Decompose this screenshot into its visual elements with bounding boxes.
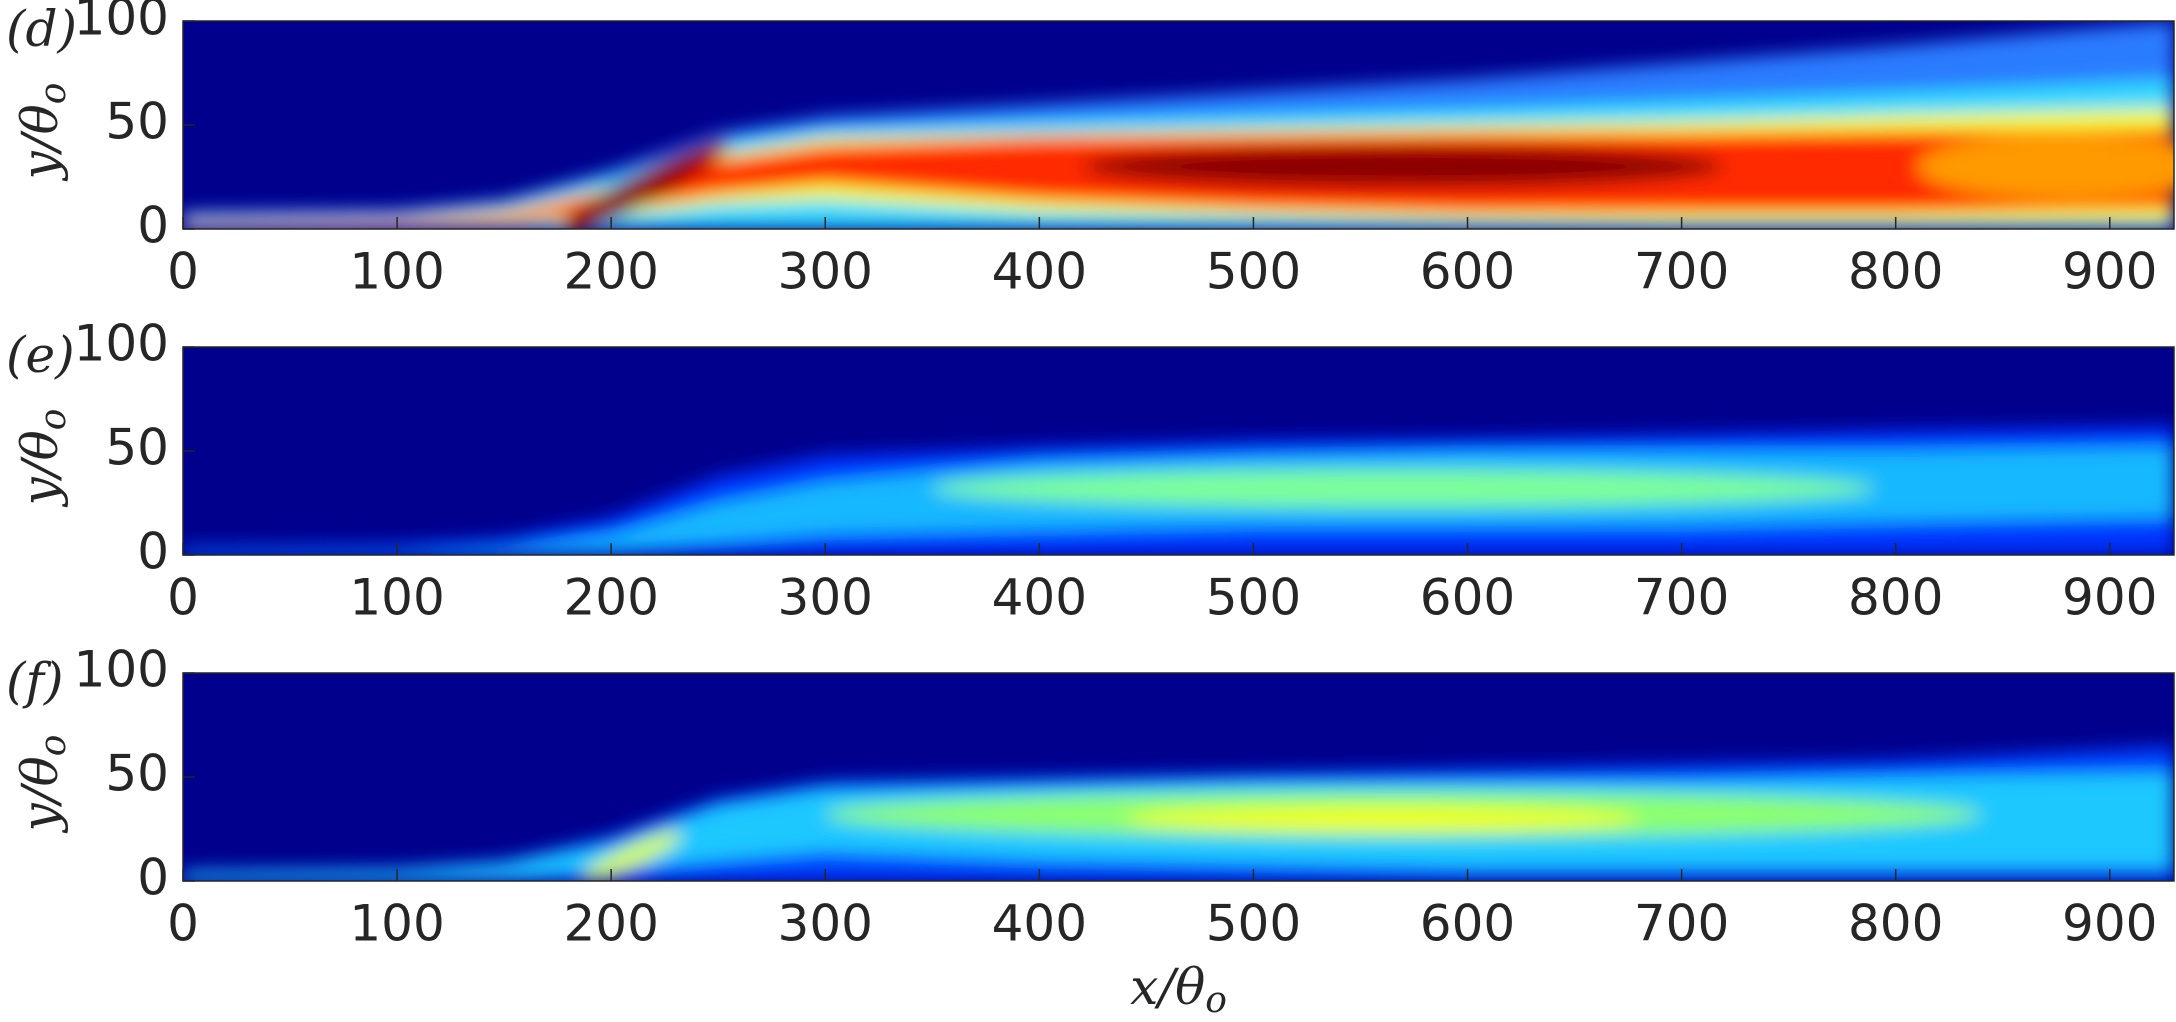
x-tick-label: 300: [778, 243, 873, 301]
x-tick-label: 0: [167, 243, 199, 301]
x-tick-label: 0: [167, 895, 199, 953]
x-tick-label: 100: [349, 243, 444, 301]
y-tick-label: 0: [137, 197, 169, 255]
y-axis-label-main: y/θ: [11, 430, 69, 507]
x-tick-label: 200: [563, 895, 658, 953]
field-blob: [1124, 806, 1639, 832]
x-tick-label: 600: [1420, 569, 1515, 627]
field-blob: [932, 469, 1875, 508]
x-tick-label: 300: [778, 569, 873, 627]
y-tick-label: 50: [105, 93, 169, 151]
field-blob: [1082, 145, 1725, 188]
y-axis-label-main: y/θ: [11, 104, 69, 181]
x-tick-label: 400: [992, 569, 1087, 627]
x-tick-label: 200: [563, 243, 658, 301]
field: [183, 673, 2174, 881]
x-tick-label: 0: [167, 569, 199, 627]
field-layers: [183, 21, 2174, 229]
x-axis-label: x/θo: [1130, 958, 1227, 1021]
y-axis-label: y/θo: [11, 409, 74, 508]
panel-label: (d): [6, 0, 77, 58]
panel-label: (e): [6, 326, 75, 384]
x-tick-label: 500: [1206, 243, 1301, 301]
x-tick-label: 900: [2062, 569, 2157, 627]
x-tick-label: 700: [1634, 243, 1729, 301]
panel-label: (f): [6, 652, 64, 710]
x-tick-label: 300: [778, 895, 873, 953]
x-tick-label: 400: [992, 243, 1087, 301]
y-tick-label: 50: [105, 419, 169, 477]
x-tick-label: 900: [2062, 243, 2157, 301]
x-tick-label: 400: [992, 895, 1087, 953]
x-tick-label: 200: [563, 569, 658, 627]
x-tick-label: 800: [1848, 895, 1943, 953]
y-tick-label: 100: [74, 641, 169, 699]
field-blob: [1917, 133, 2174, 200]
field-layers: [183, 745, 2174, 881]
x-axis-label-sub: o: [1205, 980, 1227, 1021]
y-tick-label: 100: [74, 315, 169, 373]
y-tick-label: 0: [137, 849, 169, 907]
x-tick-label: 500: [1206, 569, 1301, 627]
x-tick-label: 600: [1420, 895, 1515, 953]
field-blob: [583, 831, 682, 881]
y-axis-label: y/θo: [11, 735, 74, 834]
x-tick-label: 100: [349, 895, 444, 953]
y-tick-label: 0: [137, 523, 169, 581]
x-tick-label: 100: [349, 569, 444, 627]
y-axis-label-sub: o: [33, 735, 74, 757]
y-axis-label: y/θo: [11, 83, 74, 182]
x-tick-label: 800: [1848, 569, 1943, 627]
x-tick-label: 700: [1634, 895, 1729, 953]
y-axis-label-sub: o: [33, 83, 74, 105]
x-tick-label: 800: [1848, 243, 1943, 301]
x-tick-label: 600: [1420, 243, 1515, 301]
y-tick-label: 50: [105, 745, 169, 803]
y-tick-label: 100: [74, 0, 169, 47]
x-axis-label-main: x/θ: [1130, 958, 1205, 1016]
x-tick-label: 500: [1206, 895, 1301, 953]
field-blob: [557, 140, 729, 229]
field: [183, 21, 2174, 229]
field: [183, 347, 2174, 555]
x-tick-label: 700: [1634, 569, 1729, 627]
y-axis-label-main: y/θ: [11, 756, 69, 833]
y-axis-label-sub: o: [33, 409, 74, 431]
x-tick-label: 900: [2062, 895, 2157, 953]
field-layers: [183, 426, 2174, 555]
